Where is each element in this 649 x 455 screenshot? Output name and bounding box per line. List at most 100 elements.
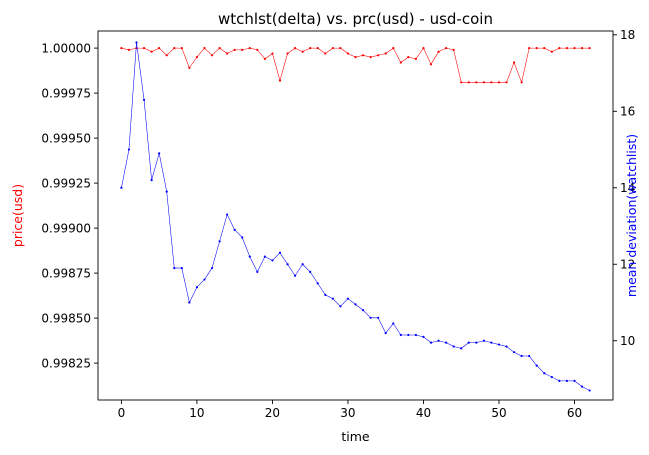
price-point [203, 47, 206, 50]
watchlist-point [437, 339, 440, 342]
price-point [520, 81, 523, 84]
watchlist-point [361, 309, 365, 312]
y-left-tick-label: 0.99825 [41, 356, 91, 370]
price-point [256, 48, 259, 52]
price-series-line [121, 47, 590, 83]
watchlist-point [543, 372, 546, 375]
watchlist-point [135, 41, 138, 44]
watchlist-point [316, 282, 319, 285]
price-point [467, 81, 470, 84]
watchlist-point [331, 297, 334, 300]
watchlist-point [263, 255, 266, 258]
price-point [210, 54, 214, 57]
price-point [188, 66, 191, 69]
watchlist-point [467, 341, 470, 344]
price-point [263, 57, 266, 61]
watchlist-point [558, 379, 561, 382]
y-left-tick-label: 0.99850 [41, 311, 91, 325]
y-right-tick-label: 10 [620, 334, 635, 348]
price-point [558, 47, 561, 50]
price-point [452, 48, 455, 52]
watchlist-point [399, 333, 402, 337]
watchlist-point [565, 379, 569, 382]
price-point [392, 47, 395, 50]
price-point [475, 81, 478, 84]
price-point [543, 47, 546, 50]
watchlist-point [550, 375, 553, 379]
watchlist-point [203, 278, 206, 281]
watchlist-point [339, 305, 342, 308]
y-right-tick-label: 16 [620, 105, 635, 119]
watchlist-point [293, 274, 297, 277]
watchlist-point [407, 333, 410, 337]
watchlist-point [241, 236, 244, 239]
price-point [331, 47, 334, 50]
price-point [165, 54, 168, 57]
price-point [528, 47, 531, 50]
price-point [248, 47, 251, 50]
watchlist-point [142, 98, 146, 101]
watchlist-point [218, 240, 221, 243]
price-point [158, 47, 161, 50]
price-point [354, 56, 357, 59]
price-point [377, 54, 380, 57]
price-point [324, 52, 327, 55]
price-point [241, 48, 244, 52]
plot-frame [97, 30, 614, 401]
price-point [445, 47, 448, 50]
price-point [309, 47, 312, 50]
watchlist-point [460, 347, 463, 350]
price-point [407, 56, 410, 59]
price-point [150, 50, 153, 53]
x-tick-label: 40 [416, 406, 431, 420]
price-point [142, 47, 146, 50]
watchlist-point [475, 341, 478, 344]
y-right-tick-label: 14 [620, 181, 635, 195]
watchlist-point [195, 286, 199, 289]
y-left-tick-label: 0.99875 [41, 266, 91, 280]
watchlist-point [520, 354, 523, 358]
y-left-tick-label: 0.99925 [41, 176, 91, 190]
price-point [293, 47, 297, 50]
price-point [286, 52, 289, 55]
price-point [399, 61, 402, 64]
watchlist-point [248, 255, 251, 258]
y-left-tick-label: 0.99950 [41, 131, 91, 145]
price-point [384, 52, 387, 55]
watchlist-point [422, 335, 425, 339]
watchlist-point [528, 354, 531, 358]
price-point [278, 79, 282, 82]
watchlist-point [301, 263, 304, 266]
plot-series [120, 41, 591, 392]
watchlist-point [573, 379, 576, 382]
price-point [535, 47, 538, 50]
y-left-tick-label: 1.00000 [41, 41, 91, 55]
price-point [414, 57, 418, 61]
watchlist-point [150, 179, 153, 182]
watchlist-point [309, 270, 312, 273]
watchlist-series-line [121, 42, 590, 391]
price-point [429, 63, 433, 66]
price-point [565, 47, 569, 50]
watchlist-point [233, 228, 236, 231]
y-left-tick-label: 0.99900 [41, 221, 91, 235]
price-point [226, 52, 229, 55]
price-point [271, 52, 274, 55]
watchlist-point [256, 270, 259, 273]
y-right-tick-label: 12 [620, 258, 635, 272]
x-tick-label: 20 [265, 406, 280, 420]
watchlist-point [120, 186, 123, 189]
x-axis: 0 10 20 30 40 50 60 [118, 400, 582, 420]
watchlist-point [392, 322, 395, 325]
y-axis-right-label: mean deviation(watchlist) [624, 134, 639, 297]
price-point [361, 54, 365, 57]
watchlist-point [369, 316, 372, 319]
watchlist-point [165, 190, 168, 193]
watchlist-point [173, 266, 176, 270]
price-point [573, 47, 576, 50]
price-point [460, 81, 463, 84]
watchlist-point [512, 351, 516, 354]
watchlist-point [414, 333, 418, 337]
watchlist-point [452, 345, 455, 348]
watchlist-point [580, 385, 584, 388]
